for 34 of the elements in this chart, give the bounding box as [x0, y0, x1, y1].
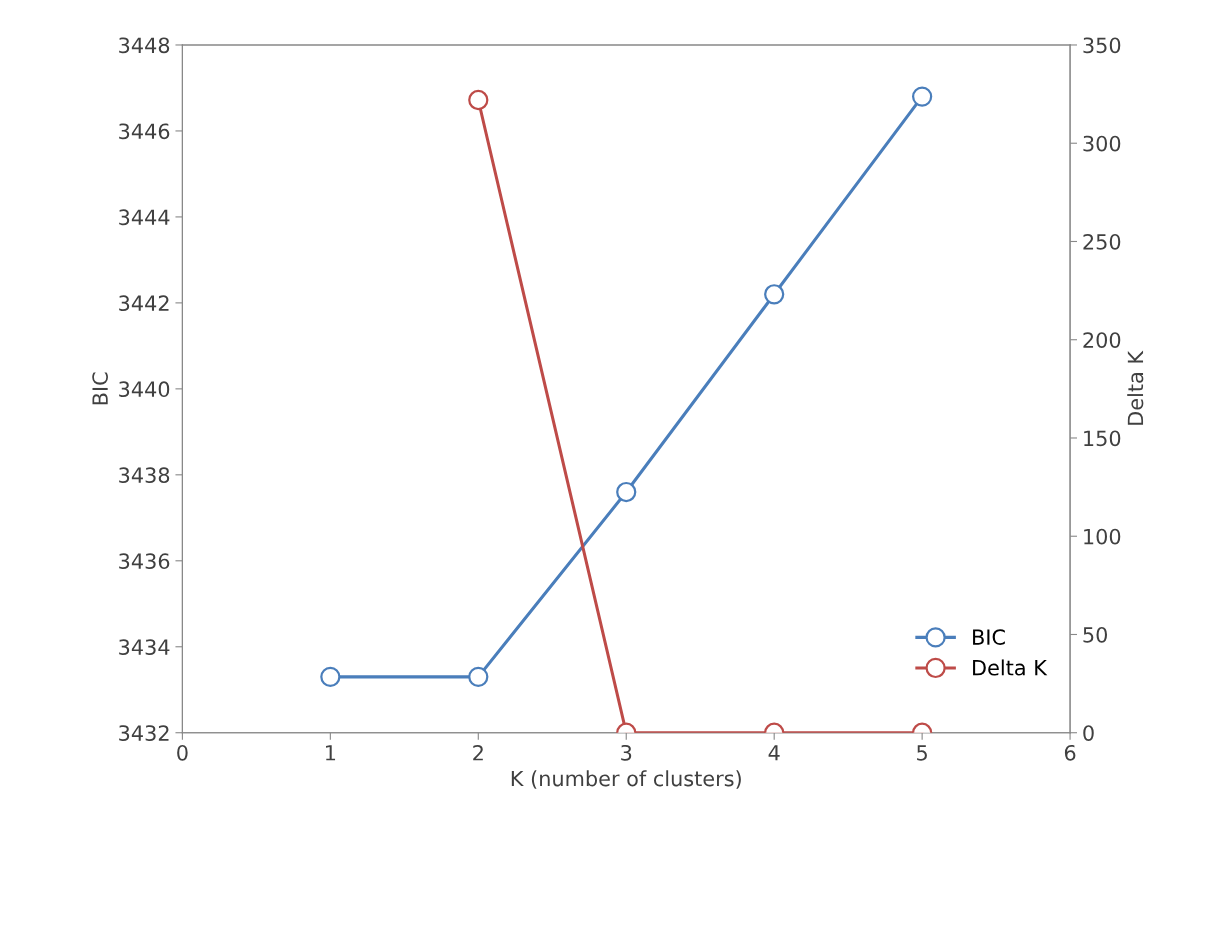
- y-tick-label: 3440: [119, 381, 170, 398]
- y-tick-label: 3448: [119, 37, 170, 54]
- y2-axis-title: Delta K: [1127, 350, 1144, 425]
- x-tick-label: 6: [1064, 744, 1076, 761]
- point: [912, 86, 933, 107]
- y2-tick-label: 250: [1083, 233, 1121, 250]
- y2-tick-label: 200: [1083, 332, 1121, 348]
- x-tick-label: 2: [473, 744, 483, 761]
- x-tick-label: 0: [177, 744, 188, 761]
- y-tick-label: 3444: [119, 209, 170, 226]
- point: [320, 666, 341, 687]
- x-tick-label: 1: [326, 745, 336, 761]
- legend-label: Delta K: [973, 659, 1048, 676]
- y-tick-label: 3434: [119, 639, 170, 655]
- y-tick-label: 3432: [119, 725, 169, 741]
- y2-tick-label: 50: [1083, 626, 1108, 643]
- x-tick-label: 5: [917, 745, 927, 761]
- point: [764, 284, 785, 305]
- y2-tick-label: 150: [1084, 430, 1121, 447]
- y2-tick-label: 300: [1083, 135, 1121, 152]
- y-tick-label: 3438: [119, 467, 170, 484]
- y-tick-label: 3446: [119, 123, 170, 140]
- y2-tick-label: 350: [1083, 37, 1121, 54]
- x-tick-label: 3: [621, 744, 632, 761]
- x-axis-title: K (number of clusters): [511, 770, 741, 789]
- y2-tick-label: 100: [1084, 528, 1121, 545]
- x-tick-label: 4: [768, 745, 780, 761]
- y-tick-label: 3442: [119, 295, 169, 312]
- y-tick-label: 3436: [119, 553, 170, 570]
- legend-label: BIC: [973, 629, 1005, 645]
- point: [616, 481, 637, 503]
- point: [468, 666, 489, 687]
- y2-tick-label: 0: [1083, 725, 1094, 741]
- y-axis-title: BIC: [92, 372, 108, 405]
